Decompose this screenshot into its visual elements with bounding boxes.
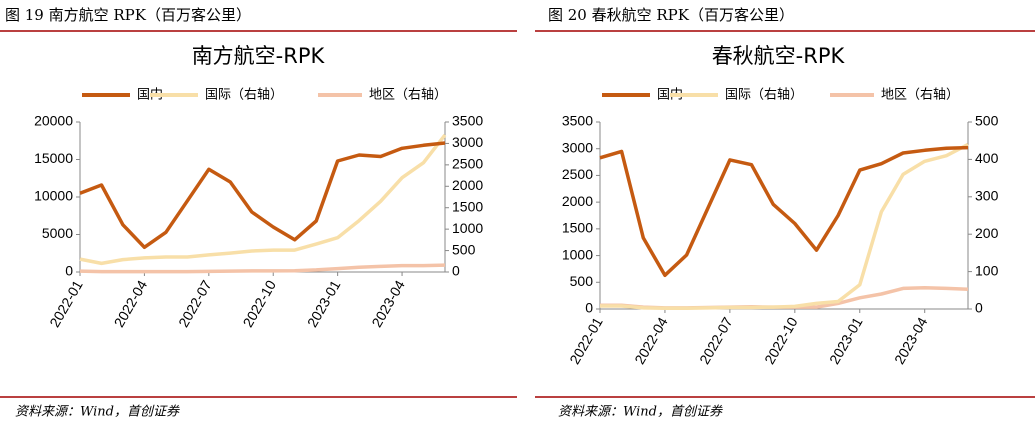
x-tick-label: 2022-01 — [46, 277, 86, 330]
y2-tick-label: 500 — [975, 113, 999, 129]
legend-label: 地区（右轴） — [369, 88, 447, 103]
y2-tick-label: 100 — [975, 262, 999, 278]
y2-tick-label: 200 — [975, 225, 999, 241]
y-tick-label: 3000 — [562, 139, 593, 155]
x-tick-label: 2023-04 — [891, 314, 931, 367]
x-tick-label: 2022-10 — [761, 314, 801, 367]
y-tick-label: 5000 — [42, 225, 73, 241]
y-tick-label: 20000 — [34, 113, 73, 129]
y2-tick-label: 1000 — [452, 220, 483, 236]
figure-caption: 图 19 南方航空 RPK（百万客公里） — [5, 6, 251, 24]
y-tick-label: 0 — [65, 263, 73, 279]
x-tick-label: 2023-01 — [826, 314, 866, 367]
y2-tick-label: 2000 — [452, 177, 483, 193]
series-line — [79, 141, 446, 250]
series-line — [600, 142, 969, 311]
x-tick-label: 2023-01 — [304, 277, 344, 330]
x-tick-label: 2022-04 — [631, 314, 671, 367]
y2-tick-label: 2500 — [452, 156, 483, 172]
x-tick-label: 2022-04 — [111, 277, 151, 330]
y2-tick-label: 3500 — [452, 113, 483, 129]
chart-title: 春秋航空-RPK — [712, 44, 846, 68]
source-note: 资料来源：Wind，首创证券 — [15, 405, 180, 420]
y2-tick-label: 300 — [975, 188, 999, 204]
y-tick-label: 1000 — [562, 246, 593, 262]
x-tick-label: 2022-01 — [566, 314, 606, 367]
legend-label: 地区（右轴） — [881, 88, 959, 103]
y-tick-label: 2000 — [562, 193, 593, 209]
y-tick-label: 0 — [585, 300, 593, 316]
y-tick-label: 2500 — [562, 166, 593, 182]
x-tick-label: 2023-04 — [368, 277, 408, 330]
y2-tick-label: 0 — [975, 300, 983, 316]
source-note: 资料来源：Wind，首创证券 — [558, 405, 723, 420]
legend-label: 国际（右轴） — [205, 88, 283, 103]
y-tick-label: 1500 — [562, 220, 593, 236]
series-line — [79, 263, 446, 274]
figure-caption: 图 20 春秋航空 RPK（百万客公里） — [548, 6, 794, 24]
legend-label: 国际（右轴） — [725, 88, 803, 103]
y2-tick-label: 1500 — [452, 198, 483, 214]
series-line — [79, 133, 447, 266]
y2-tick-label: 500 — [452, 241, 476, 257]
series-line — [599, 145, 969, 278]
x-tick-label: 2022-10 — [239, 277, 279, 330]
series-line — [600, 285, 969, 310]
y-tick-label: 500 — [570, 273, 594, 289]
y2-tick-label: 3000 — [452, 134, 483, 150]
y2-tick-label: 0 — [452, 263, 460, 279]
y-tick-label: 15000 — [34, 150, 73, 166]
x-tick-label: 2022-07 — [696, 314, 736, 367]
x-tick-label: 2022-07 — [175, 277, 215, 330]
chart-title: 南方航空-RPK — [192, 44, 326, 68]
y2-tick-label: 400 — [975, 150, 999, 166]
y-tick-label: 3500 — [562, 113, 593, 129]
y-tick-label: 10000 — [34, 188, 73, 204]
